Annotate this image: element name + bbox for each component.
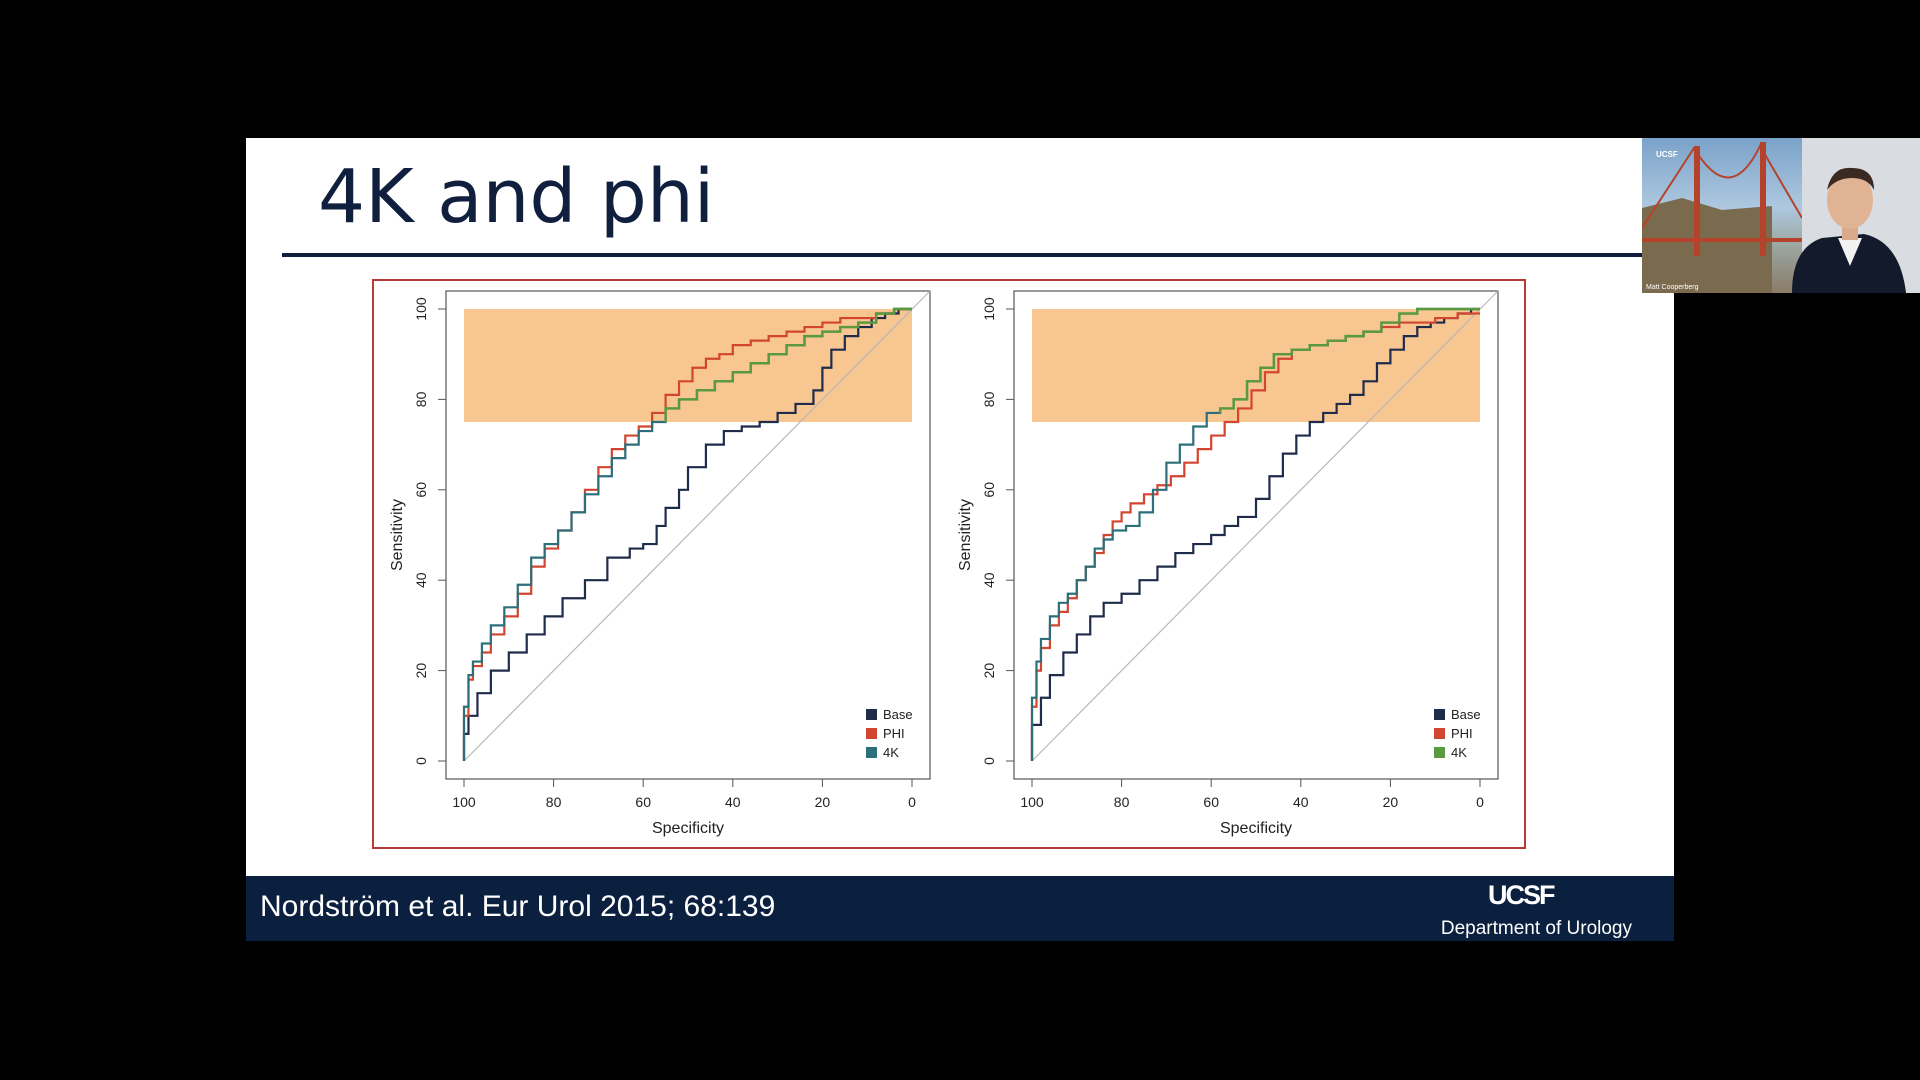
citation-text: Nordström et al. Eur Urol 2015; 68:139 xyxy=(260,890,776,923)
y-tick-label: 80 xyxy=(413,391,429,407)
y-axis-label: Sensitivity xyxy=(389,499,406,571)
speaker-name-label: Matt Cooperberg xyxy=(1646,284,1699,291)
roc-chart-left: 100 80 60 40 20 0 0 20 40 60 80 100 Specificity Sensi… xyxy=(389,290,931,837)
title-divider xyxy=(282,253,1674,257)
roc-chart-right: 100 80 60 40 20 0 0 20 40 60 80 100 Specificity Sensi… xyxy=(957,290,1499,837)
legend-swatch-phi xyxy=(1434,728,1445,739)
video-logo: UCSF xyxy=(1656,150,1678,159)
reference-diagonal xyxy=(463,290,931,762)
x-tick-label: 0 xyxy=(1476,794,1484,810)
y-tick-label: 100 xyxy=(981,297,997,321)
legend-label-phi: PHI xyxy=(883,726,905,741)
y-axis-label: Sensitivity xyxy=(957,499,974,571)
y-tick-label: 20 xyxy=(413,663,429,679)
x-tick-label: 100 xyxy=(1020,794,1044,810)
slide-title: 4K and phi xyxy=(318,154,715,240)
highlight-band xyxy=(1032,309,1480,422)
y-tick-label: 60 xyxy=(981,482,997,498)
speaker-video-thumbnail[interactable]: UCSF Matt Cooperberg xyxy=(1642,138,1920,293)
legend-label-phi: PHI xyxy=(1451,726,1473,741)
y-tick-label: 100 xyxy=(413,297,429,321)
x-axis-label: Specificity xyxy=(1220,820,1292,837)
series-line-4k-highlight xyxy=(664,307,912,422)
ucsf-logo: UCSF xyxy=(1488,880,1557,910)
legend-swatch-4k xyxy=(1434,747,1445,758)
legend-swatch-base xyxy=(866,709,877,720)
plot-frame xyxy=(1013,290,1499,780)
x-tick-label: 20 xyxy=(815,794,831,810)
x-tick-label: 40 xyxy=(1293,794,1309,810)
y-tick-label: 20 xyxy=(981,663,997,679)
y-tick-label: 40 xyxy=(981,572,997,588)
series-line-base xyxy=(1030,307,1480,761)
y-tick-label: 40 xyxy=(413,572,429,588)
x-tick-label: 60 xyxy=(1203,794,1219,810)
y-tick-label: 0 xyxy=(981,757,997,765)
legend-label-base: Base xyxy=(883,707,913,722)
x-axis-label: Specificity xyxy=(652,820,724,837)
legend-swatch-phi xyxy=(866,728,877,739)
legend-label-4k: 4K xyxy=(883,745,899,760)
y-tick-label: 60 xyxy=(413,482,429,498)
x-tick-label: 40 xyxy=(725,794,741,810)
x-tick-label: 60 xyxy=(635,794,651,810)
x-tick-label: 0 xyxy=(908,794,916,810)
plot-frame xyxy=(445,290,931,780)
highlight-band xyxy=(464,309,912,422)
legend-label-base: Base xyxy=(1451,707,1481,722)
x-tick-label: 80 xyxy=(546,794,562,810)
series-line-4k-highlight xyxy=(1218,307,1480,413)
x-tick-label: 80 xyxy=(1114,794,1130,810)
presentation-slide: 4K and phi 100 80 60 40 20 0 0 20 40 60 80 100 Speci… xyxy=(246,138,1674,941)
y-tick-label: 0 xyxy=(413,757,429,765)
legend-swatch-4k xyxy=(866,747,877,758)
series-line-base xyxy=(462,307,912,761)
legend-swatch-base xyxy=(1434,709,1445,720)
x-tick-label: 100 xyxy=(452,794,476,810)
department-label: Department of Urology xyxy=(1440,918,1632,939)
figure-frame: 100 80 60 40 20 0 0 20 40 60 80 100 Specificity Sensi… xyxy=(372,279,1526,849)
y-tick-label: 80 xyxy=(981,391,997,407)
legend-label-4k: 4K xyxy=(1451,745,1467,760)
video-frame-image xyxy=(1642,138,1920,293)
ucsf-logo-text: UCSF xyxy=(1488,880,1555,910)
x-tick-label: 20 xyxy=(1383,794,1399,810)
slide-footer: Nordström et al. Eur Urol 2015; 68:139 U… xyxy=(246,876,1674,941)
reference-diagonal xyxy=(1031,290,1499,762)
